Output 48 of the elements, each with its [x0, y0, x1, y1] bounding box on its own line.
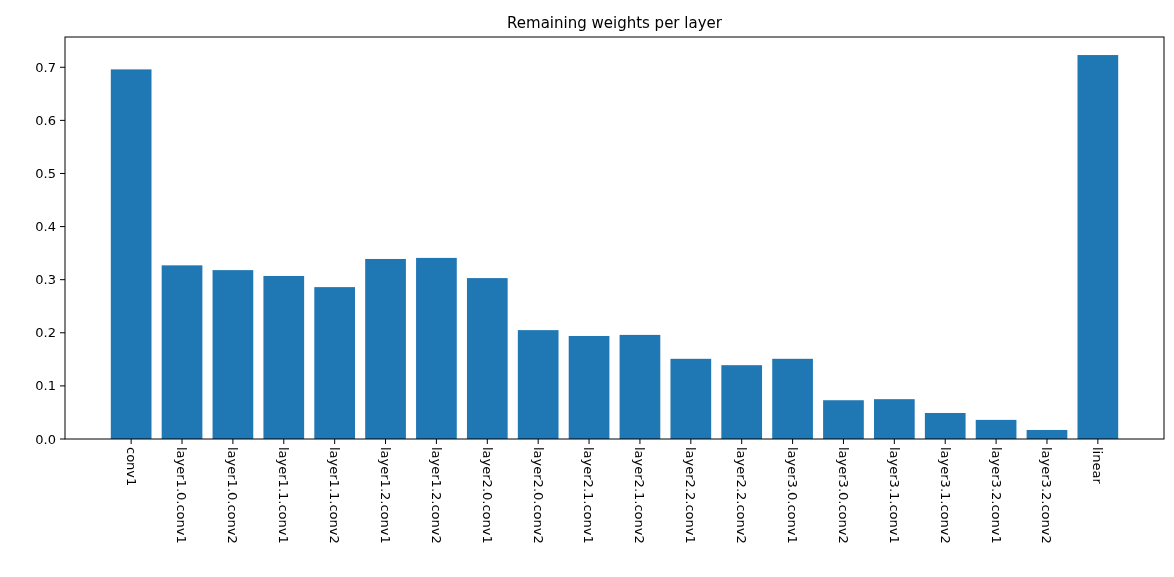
y-tick-label: 0.4 — [35, 219, 56, 235]
x-tick-label: layer2.1.conv1 — [581, 447, 597, 544]
bar — [975, 419, 1017, 439]
x-tick-label: layer1.2.conv1 — [377, 447, 393, 544]
bar — [619, 334, 661, 439]
chart-title: Remaining weights per layer — [507, 14, 723, 32]
y-tick-label: 0.7 — [35, 59, 56, 75]
x-tick-label: layer1.1.conv1 — [276, 447, 292, 544]
y-tick-label: 0.0 — [35, 431, 56, 447]
bar — [772, 358, 813, 439]
bar — [416, 257, 457, 439]
x-tick-label: layer3.0.conv1 — [785, 447, 801, 544]
bar — [823, 400, 864, 439]
bar — [873, 399, 915, 439]
bar — [670, 358, 712, 439]
bar — [314, 287, 356, 439]
x-tick-label: layer2.2.conv1 — [683, 447, 699, 544]
x-tick-label: layer3.1.conv1 — [886, 447, 902, 544]
y-tick-label: 0.2 — [35, 325, 56, 341]
bar — [365, 258, 406, 439]
x-tick-label: conv1 — [123, 447, 139, 487]
y-tick-label: 0.3 — [35, 272, 56, 288]
bar — [517, 330, 559, 439]
x-tick-label: layer2.2.conv2 — [734, 447, 750, 544]
bar — [110, 69, 152, 439]
bar — [568, 335, 610, 439]
x-tick-label: linear — [1090, 447, 1106, 485]
bar — [212, 270, 254, 439]
x-tick-label: layer1.0.conv2 — [225, 447, 241, 544]
x-tick-label: layer3.0.conv2 — [835, 447, 851, 544]
x-tick-label: layer3.2.conv2 — [1039, 447, 1055, 544]
x-tick-label: layer2.1.conv2 — [632, 447, 648, 544]
x-tick-label: layer2.0.conv2 — [530, 447, 546, 544]
x-tick-label: layer1.1.conv2 — [327, 447, 343, 544]
y-tick-label: 0.1 — [35, 378, 56, 394]
y-tick-label: 0.5 — [35, 166, 56, 182]
bar — [263, 275, 305, 439]
x-tick-label: layer1.2.conv2 — [428, 447, 444, 544]
bar — [924, 412, 966, 439]
x-tick-label: layer3.2.conv1 — [988, 447, 1004, 544]
y-tick-label: 0.6 — [35, 112, 56, 128]
bar — [466, 278, 508, 439]
bar — [721, 365, 763, 439]
x-tick-label: layer3.1.conv2 — [937, 447, 953, 544]
bar — [161, 265, 203, 439]
x-tick-label: layer1.0.conv1 — [174, 447, 190, 544]
bar — [1077, 55, 1119, 439]
x-tick-label: layer2.0.conv1 — [479, 447, 495, 544]
